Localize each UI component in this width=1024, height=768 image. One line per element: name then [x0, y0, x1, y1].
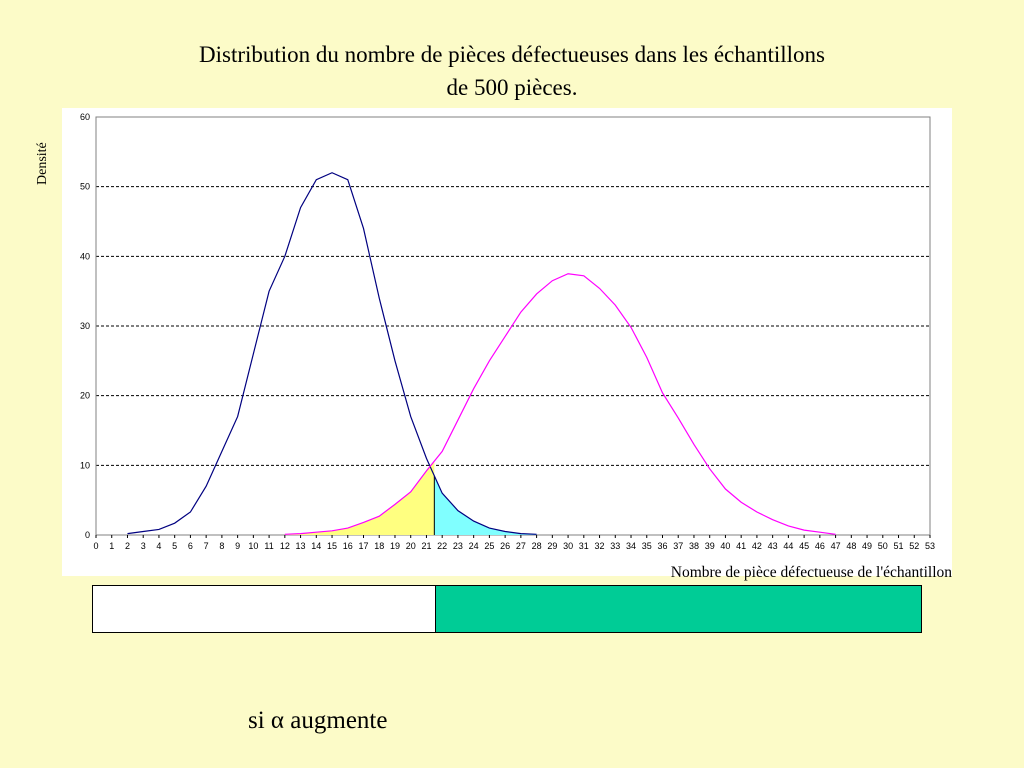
x-tick-label: 23 — [453, 541, 463, 551]
x-tick-label: 45 — [799, 541, 809, 551]
x-tick-label: 41 — [736, 541, 746, 551]
y-tick-label: 50 — [80, 182, 90, 192]
y-tick-label: 0 — [85, 530, 90, 540]
x-tick-label: 13 — [296, 541, 306, 551]
chart-title-line1: Distribution du nombre de pièces défectu… — [199, 42, 825, 67]
y-tick-label: 30 — [80, 321, 90, 331]
x-tick-label: 27 — [516, 541, 526, 551]
x-tick-label: 4 — [156, 541, 161, 551]
alpha-risk-area — [434, 475, 537, 535]
h0-distribution-line — [127, 172, 537, 535]
x-tick-label: 15 — [327, 541, 337, 551]
x-tick-label: 30 — [563, 541, 573, 551]
x-tick-label: 50 — [878, 541, 888, 551]
x-tick-label: 11 — [264, 541, 273, 551]
h1-distribution-line — [284, 273, 836, 535]
x-tick-label: 53 — [925, 541, 935, 551]
chart-title-line2: de 500 pièces. — [446, 75, 578, 100]
x-tick-label: 3 — [141, 541, 146, 551]
x-tick-label: 20 — [406, 541, 416, 551]
x-tick-label: 2 — [125, 541, 130, 551]
x-tick-label: 48 — [846, 541, 856, 551]
x-tick-label: 39 — [705, 541, 715, 551]
x-tick-label: 33 — [610, 541, 620, 551]
x-tick-label: 21 — [421, 541, 431, 551]
x-tick-label: 29 — [547, 541, 557, 551]
x-tick-label: 6 — [188, 541, 193, 551]
x-axis-label: Nombre de pièce défectueuse de l'échanti… — [670, 564, 952, 581]
x-tick-label: 10 — [248, 541, 258, 551]
x-tick-label: 52 — [909, 541, 919, 551]
x-tick-label: 49 — [862, 541, 872, 551]
x-tick-label: 28 — [532, 541, 542, 551]
x-tick-label: 24 — [469, 541, 479, 551]
x-tick-label: 34 — [626, 541, 636, 551]
x-tick-label: 26 — [500, 541, 510, 551]
y-tick-label: 10 — [80, 460, 90, 470]
y-tick-label: 60 — [80, 112, 90, 122]
acceptance-zone — [93, 586, 437, 632]
x-tick-label: 40 — [720, 541, 730, 551]
x-tick-label: 51 — [894, 541, 904, 551]
x-tick-label: 47 — [831, 541, 841, 551]
x-tick-label: 7 — [204, 541, 209, 551]
x-tick-label: 31 — [579, 541, 589, 551]
y-tick-label: 40 — [80, 251, 90, 261]
x-tick-label: 17 — [359, 541, 369, 551]
x-tick-label: 38 — [689, 541, 699, 551]
x-tick-label: 12 — [280, 541, 290, 551]
x-tick-label: 1 — [109, 541, 114, 551]
x-tick-label: 16 — [343, 541, 353, 551]
x-tick-label: 19 — [390, 541, 400, 551]
x-tick-label: 42 — [752, 541, 762, 551]
x-tick-label: 9 — [235, 541, 240, 551]
y-axis-label: Densité — [35, 142, 50, 185]
density-chart: 0 10 20 30 40 50 60 0 1 2 3 4 5 6 7 8 9 10 11 12 13 14 15 16 17 1… — [62, 108, 952, 576]
x-tick-label: 46 — [815, 541, 825, 551]
x-tick-label: 44 — [783, 541, 793, 551]
x-tick-label: 36 — [657, 541, 667, 551]
chart-title: Distribution du nombre de pièces défectu… — [80, 38, 944, 104]
x-tick-label: 25 — [484, 541, 494, 551]
x-tick-label: 5 — [172, 541, 177, 551]
y-tick-label: 20 — [80, 391, 90, 401]
x-tick-label: 0 — [93, 541, 98, 551]
x-tick-label: 14 — [311, 541, 321, 551]
decision-zone-bar — [92, 585, 922, 633]
x-tick-label: 32 — [595, 541, 605, 551]
x-tick-label: 43 — [768, 541, 778, 551]
rejection-zone — [436, 586, 921, 632]
beta-risk-area — [284, 461, 435, 535]
x-tick-label: 22 — [437, 541, 447, 551]
x-tick-label: 35 — [642, 541, 652, 551]
x-tick-label: 8 — [219, 541, 224, 551]
alpha-note: si α augmente — [248, 707, 388, 734]
x-tick-label: 18 — [374, 541, 384, 551]
x-tick-label: 37 — [673, 541, 683, 551]
